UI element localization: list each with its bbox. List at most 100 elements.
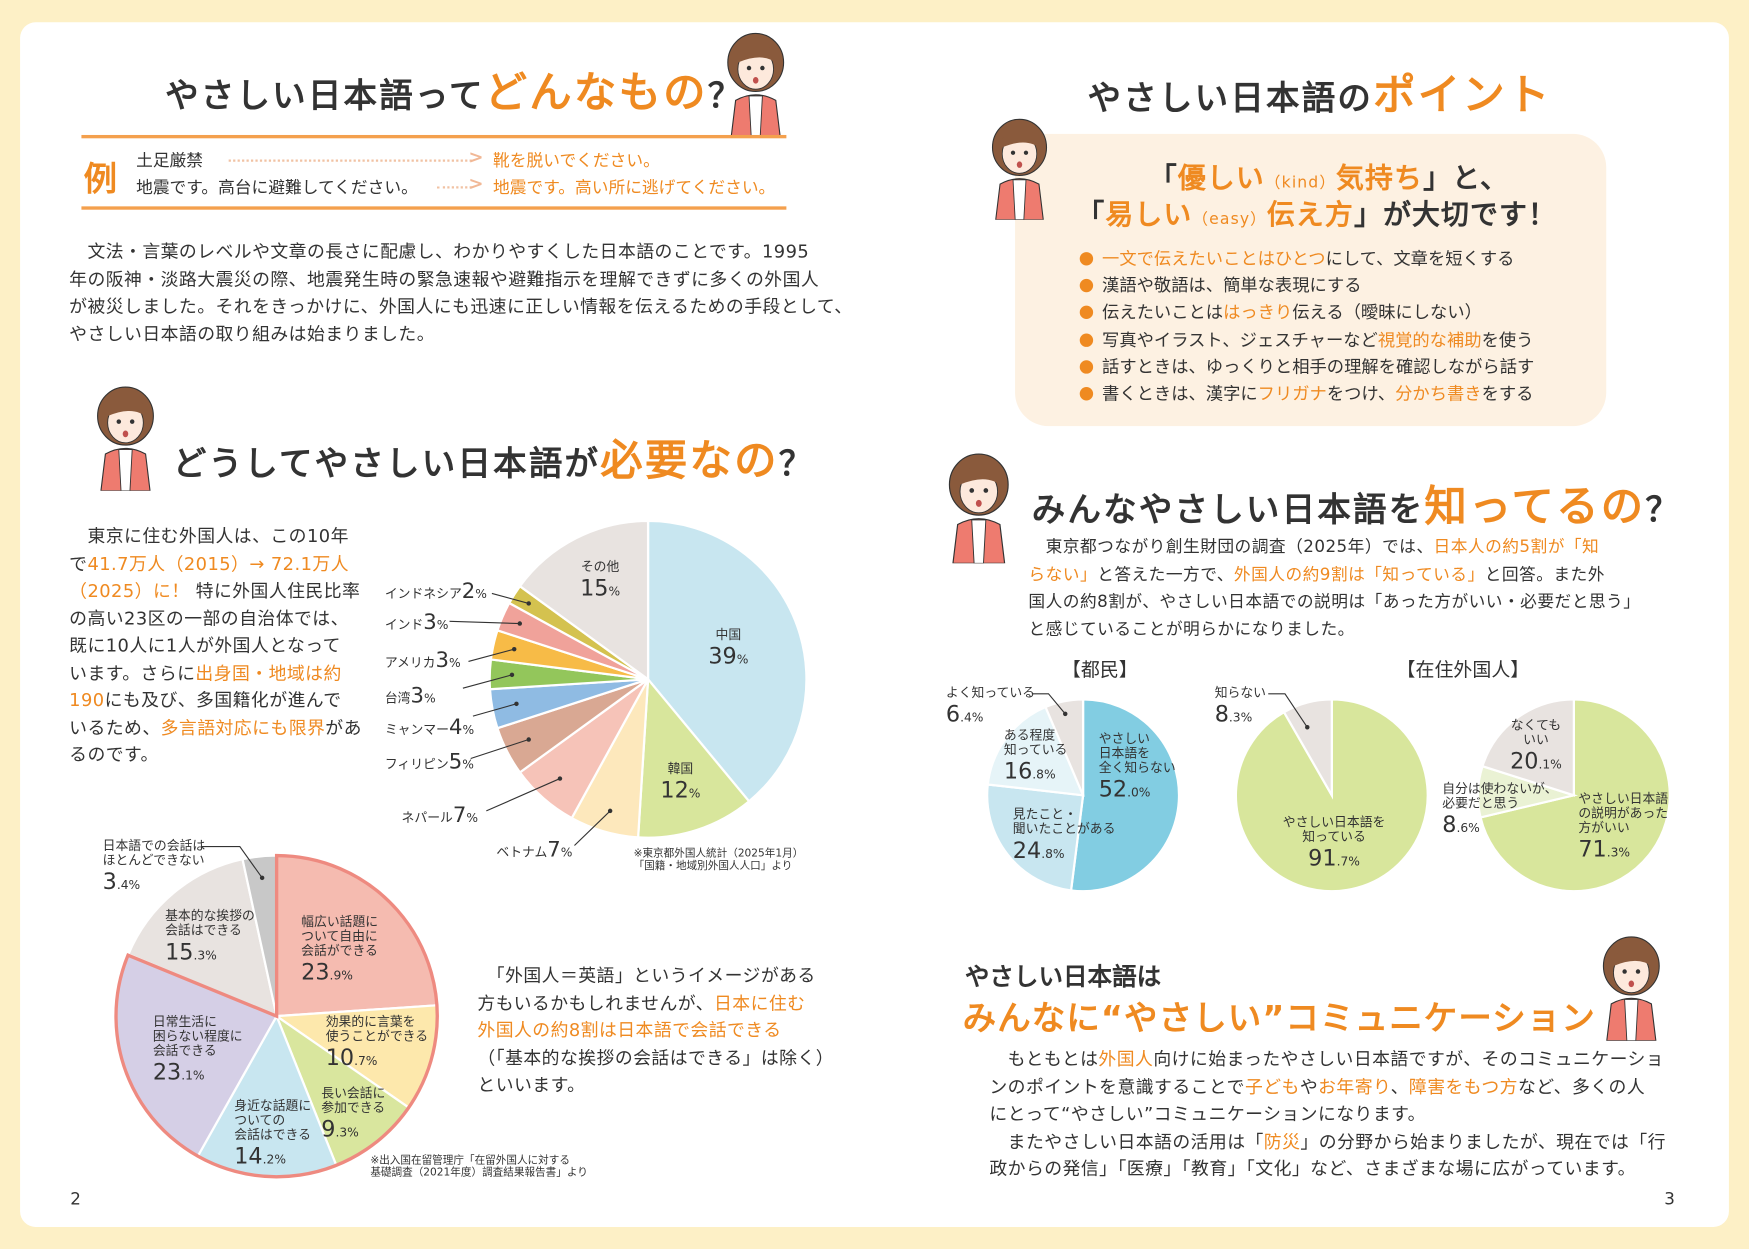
text-line: 伝えたいことははっきり伝える（曖昧にしない）: [1079, 299, 1535, 326]
character-illustration: [1595, 935, 1668, 1042]
pie-slice: [1282, 698, 1333, 800]
pie-label-value: 3%: [435, 648, 461, 673]
character-illustration: [985, 117, 1054, 221]
pie-label: 幅広い話題に ついて自由に 会話ができる 23.9%: [301, 913, 379, 985]
leader-dot: [517, 621, 523, 626]
leader-line: [472, 703, 517, 717]
text-line: の高い23区の一部の自治体では、: [69, 604, 362, 631]
text-line: やさしい日本語の取り組みは始まりました。: [69, 321, 852, 348]
pie-label-category: 長い会話に 参加できる: [321, 1085, 386, 1116]
text-line: （「基本的な挨拶の会話はできる」は除く）: [477, 1043, 834, 1070]
text-segment: 向けに始まったやさしい日本語ですが、そのコミュニケーショ: [1153, 1048, 1665, 1070]
page-number-left: 2: [70, 1189, 81, 1210]
source-line: 基礎調査（2021年度）調査結果報告書」より: [370, 1166, 588, 1180]
section-title-why: どうしてやさしい日本語が必要なの？: [173, 426, 815, 487]
title-mark: ？: [1645, 490, 1682, 530]
points-heading-line2: 「易しい（easy）伝え方」が大切です！: [1076, 193, 1557, 233]
leader-line: [449, 620, 520, 625]
leader-dot: [259, 875, 265, 881]
text-line: 政からの発信」「医療」「教育」「文化」など、さまざまな場に広がっています。: [989, 1156, 1666, 1183]
character-illustration: [89, 385, 162, 492]
character-illustration: [719, 31, 792, 138]
pie-label: 基本的な挨拶の 会話はできる 15.3%: [165, 909, 255, 965]
pie-label-category: 自分は使わないが、 必要だと思う: [1442, 780, 1558, 811]
pie-label-value: 16.8%: [1003, 757, 1056, 785]
pie-label-category: ミャンマー: [384, 721, 449, 738]
pie-label-category: 身近な話題に ついての 会話はできる: [234, 1097, 312, 1143]
heading-note: （easy）: [1192, 210, 1267, 229]
highlighted-text: 日本人の約5割が「知: [1433, 536, 1600, 557]
leader-line: [491, 592, 529, 604]
pie-label: ミャンマー4%: [385, 714, 474, 741]
pie-slice: [1044, 698, 1085, 796]
pie-label-category: その他: [580, 558, 620, 575]
pie-slice: [518, 519, 650, 682]
pie-label-category: アメリカ: [384, 654, 436, 671]
pie-label-value: 7%: [452, 803, 479, 828]
text-segment: など、多くの人: [1517, 1075, 1646, 1098]
pie-label-value: 3%: [410, 683, 436, 709]
pie-label-category: 基本的な挨拶の 会話はできる: [165, 907, 255, 939]
pie-slice: [986, 705, 1085, 797]
pie-label: インド3%: [385, 609, 449, 636]
pie-label-category: 幅広い話題に ついて自由に 会話ができる: [301, 913, 379, 959]
pie-label: 見たこと・ 聞いたことがある 24.8%: [1012, 807, 1116, 864]
pie-label: やさしい 日本語を 全く知らない 52.0%: [1099, 731, 1176, 802]
text-segment: があ: [325, 716, 362, 738]
title-mark: ？: [778, 445, 815, 485]
pie-label-category: 中国: [715, 626, 742, 643]
text-segment: や: [1299, 1075, 1319, 1098]
highlighted-text: お年寄り: [1318, 1075, 1391, 1098]
highlighted-text: 子ども: [1244, 1075, 1300, 1098]
pie-label-category: インドネシア: [384, 585, 462, 602]
pie-label-category: 日常生活に 困らない程度に 会話できる: [152, 1013, 243, 1059]
text-segment: またやさしい日本語の活用は「: [989, 1130, 1264, 1152]
pie-label-value: 23.9%: [301, 958, 353, 985]
pie-label: 中国 39%: [708, 626, 748, 669]
leader-dot: [509, 672, 515, 678]
pie-label-value: 24.8%: [1012, 836, 1065, 864]
highlighted-text: 障害をもつ方: [1408, 1075, 1518, 1098]
text-segment: 政からの発信」「医療」「教育」「文化」など、さまざまな場に広がっています。: [989, 1157, 1636, 1180]
text-segment: 書くときは、漢字に: [1102, 383, 1258, 404]
bracket: 「: [1076, 198, 1106, 231]
title-text: やさしい日本語って: [165, 76, 485, 117]
heading-highlight: 気持ち: [1336, 161, 1424, 195]
pie-label-category: 知らない: [1214, 684, 1267, 701]
pie1-source: ※東京都外国人統計（2025年1月） 「国籍・地域別外国人人口」より: [634, 848, 804, 873]
pie-label-category: なくても いい: [1510, 717, 1562, 748]
text-segment: と回答。また外: [1484, 563, 1605, 584]
highlighted-text: 防災: [1263, 1130, 1301, 1152]
pie-label-value: 8.3%: [1214, 700, 1253, 728]
pie-label-value: 5%: [448, 749, 474, 775]
highlighted-text: 視覚的な補助: [1377, 329, 1482, 350]
pie-label: 日常生活に 困らない程度に 会話できる 23.1%: [152, 1013, 243, 1085]
text-line: 外国人の約8割は日本語で会話できる: [477, 1016, 834, 1043]
heading-highlight: 優しい: [1177, 161, 1265, 195]
pie-label: ある程度 知っている 16.8%: [1004, 728, 1068, 784]
text-segment: といいます。: [477, 1074, 586, 1096]
residents-paragraph: 東京に住む外国人は、この10年 で41.7万人（2015）→ 72.1万人 （202…: [69, 522, 362, 768]
text-segment: 特に外国人住民比率: [189, 580, 361, 602]
text-segment: の高い23区の一部の自治体では、: [69, 607, 349, 629]
chevron-right-icon: >: [468, 146, 484, 168]
source-line: ※東京都外国人統計（2025年1月）: [633, 847, 804, 860]
leader-dot: [1305, 725, 1310, 730]
leader-dot: [511, 646, 517, 652]
highlighted-text: 一文で伝えたいことはひとつ: [1102, 248, 1326, 269]
conversation-able-outline: [114, 853, 439, 1179]
text-segment: と感じていることが明らかになりました。: [1028, 618, 1355, 639]
chevron-right-icon: >: [468, 172, 484, 195]
pie-label-category: やさしい日本語を 知っている: [1282, 814, 1386, 845]
text-segment: が被災しました。それをきっかけに、外国人にも迅速に正しい情報を伝えるための手段と…: [69, 295, 853, 317]
bullet-dot-icon: [1079, 360, 1094, 374]
title-text: どうしてやさしい日本語が: [172, 445, 601, 485]
pie-label-value: 14.2%: [234, 1142, 287, 1169]
text-segment: 写真やイラスト、ジェスチャーなど: [1102, 329, 1378, 350]
pie-label: アメリカ3%: [385, 647, 461, 674]
text-line: にとって“やさしい”コミュニケーションになります。: [989, 1101, 1666, 1128]
text-segment: るのです。: [69, 743, 159, 766]
text-line: 既に10人に1人が外国人となって: [69, 631, 362, 658]
pie-label: なくても いい 20.1%: [1510, 718, 1562, 774]
